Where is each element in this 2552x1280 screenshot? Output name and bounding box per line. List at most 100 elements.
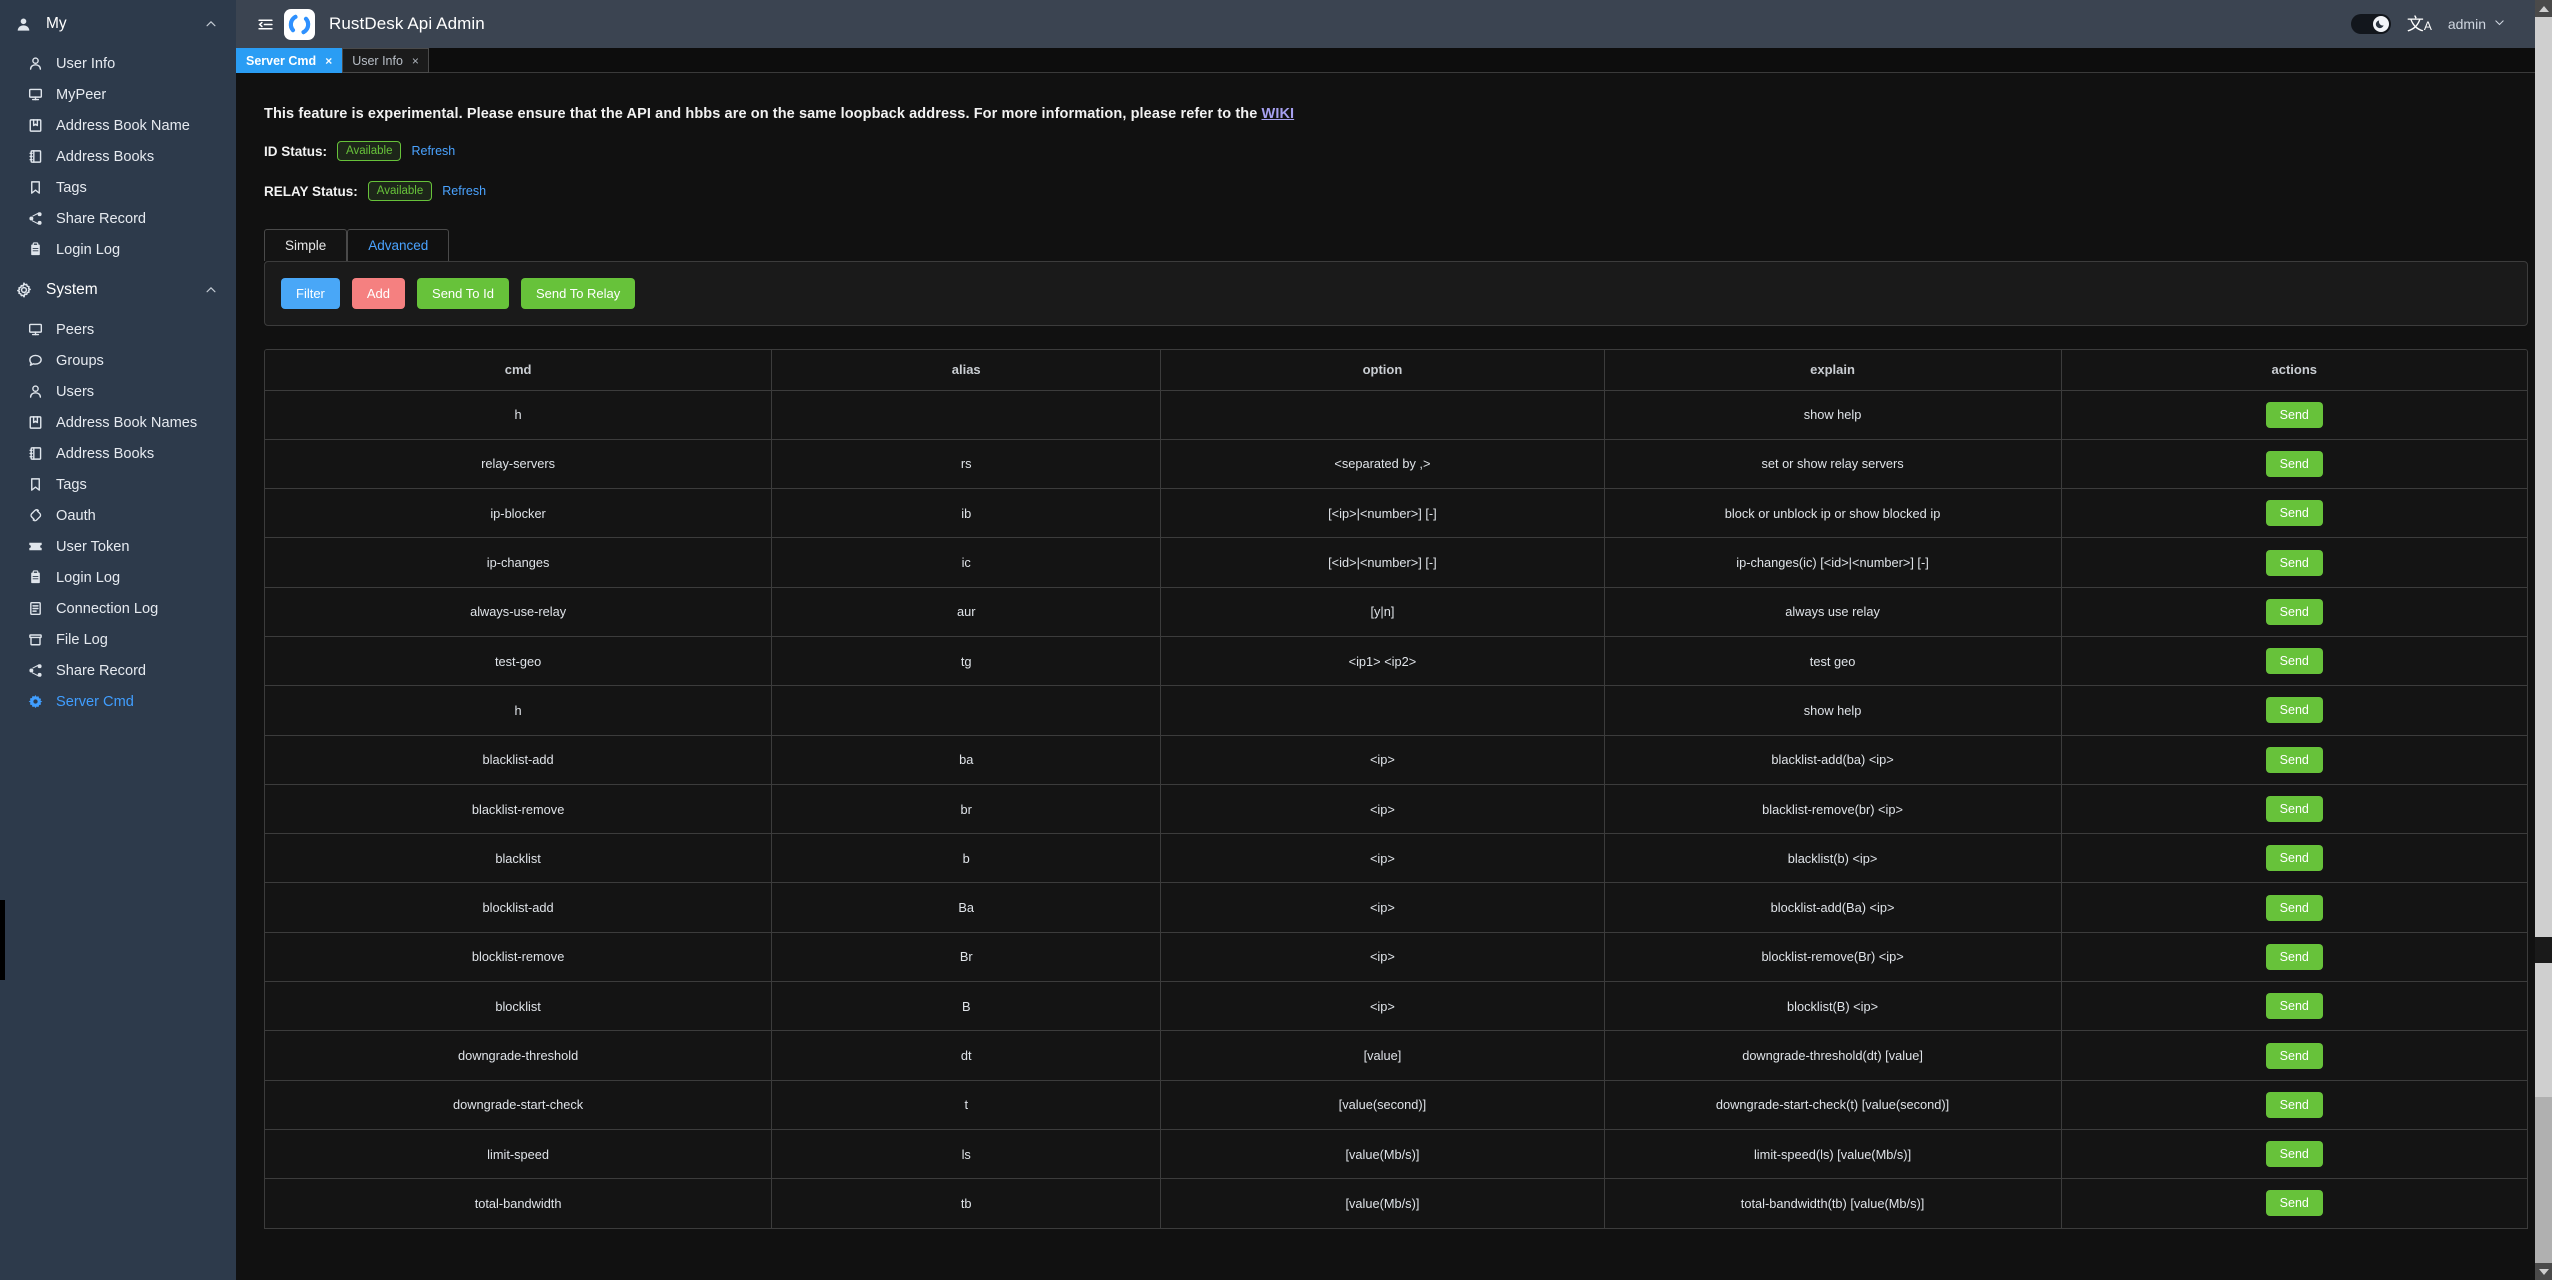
add-button[interactable]: Add	[351, 278, 406, 309]
scrollbar-thumb[interactable]	[2535, 17, 2552, 1097]
sidebar-item-user-token[interactable]: User Token	[0, 531, 236, 562]
user-icon	[28, 384, 52, 399]
sidebar-item-user-info[interactable]: User Info	[0, 48, 236, 79]
filter-button[interactable]: Filter	[281, 278, 340, 309]
sidebar-item-address-books-system[interactable]: Address Books	[0, 438, 236, 469]
cell-actions: Send	[2061, 1080, 2527, 1130]
scrollbar-grip[interactable]	[2535, 937, 2552, 963]
tab-user-info[interactable]: User Info ×	[342, 48, 429, 73]
sidebar-item-login-log[interactable]: Login Log	[0, 234, 236, 265]
send-button[interactable]: Send	[2265, 598, 2323, 625]
gear-icon	[28, 694, 52, 709]
sidebar-item-label: Share Record	[56, 210, 147, 227]
cell-cmd: relay-servers	[265, 439, 773, 490]
cell-explain: blocklist-remove(Br) <ip>	[1604, 932, 2062, 983]
page-scrollbar[interactable]	[2535, 0, 2552, 1280]
app-title: RustDesk Api Admin	[329, 14, 485, 33]
send-button[interactable]: Send	[2265, 796, 2323, 823]
sidebar-item-label: File Log	[56, 631, 108, 648]
topbar-actions: 文A admin	[2350, 14, 2552, 34]
send-button[interactable]: Send	[2265, 1141, 2323, 1168]
sidebar-item-address-books[interactable]: Address Books	[0, 141, 236, 172]
chevron-up-icon[interactable]	[204, 17, 218, 31]
sidebar-item-label: Address Books	[56, 445, 155, 462]
chevron-down-icon	[2493, 16, 2506, 32]
relay-status-refresh-button[interactable]: Refresh	[442, 184, 487, 198]
sidebar-group-my[interactable]: My	[0, 0, 236, 48]
wiki-link[interactable]: WIKI	[1261, 106, 1295, 122]
cell-option: [<id>|<number>] [-]	[1160, 537, 1605, 588]
cell-explain: blacklist-add(ba) <ip>	[1604, 735, 2062, 785]
share-icon	[28, 211, 52, 226]
sidebar-item-groups[interactable]: Groups	[0, 345, 236, 376]
document-icon	[28, 601, 52, 616]
send-button[interactable]: Send	[2265, 746, 2323, 773]
sidebar-item-mypeer[interactable]: MyPeer	[0, 79, 236, 110]
sidebar-item-connection-log[interactable]: Connection Log	[0, 593, 236, 624]
send-button[interactable]: Send	[2265, 450, 2323, 477]
scroll-down-arrow-icon[interactable]	[2535, 1263, 2552, 1280]
sidebar-item-peers[interactable]: Peers	[0, 314, 236, 345]
translate-icon[interactable]: 文A	[2406, 14, 2432, 34]
send-button[interactable]: Send	[2265, 1042, 2323, 1069]
sidebar-item-server-cmd[interactable]: Server Cmd	[0, 686, 236, 717]
hamburger-icon[interactable]	[248, 16, 282, 33]
user-menu[interactable]: admin	[2448, 16, 2506, 32]
cell-actions: Send	[2061, 439, 2527, 490]
tab-server-cmd[interactable]: Server Cmd ×	[236, 48, 343, 73]
close-icon[interactable]: ×	[411, 53, 419, 68]
close-icon[interactable]: ×	[325, 53, 333, 68]
send-to-id-button[interactable]: Send To Id	[417, 278, 509, 309]
sidebar-item-login-log-system[interactable]: Login Log	[0, 562, 236, 593]
dark-mode-toggle[interactable]	[2350, 14, 2391, 34]
sidebar-item-share-record[interactable]: Share Record	[0, 203, 236, 234]
cell-alias: aur	[771, 587, 1162, 637]
send-button[interactable]: Send	[2265, 993, 2323, 1020]
sidebar-item-oauth[interactable]: Oauth	[0, 500, 236, 531]
sidebar-item-tags[interactable]: Tags	[0, 172, 236, 203]
send-button[interactable]: Send	[2265, 549, 2323, 576]
send-button[interactable]: Send	[2265, 943, 2323, 970]
scroll-up-arrow-icon[interactable]	[2535, 0, 2552, 17]
share-icon	[28, 663, 52, 678]
sidebar-item-file-log[interactable]: File Log	[0, 624, 236, 655]
user-icon	[28, 56, 52, 71]
send-button[interactable]: Send	[2265, 401, 2323, 428]
gear-icon	[16, 282, 42, 298]
send-button[interactable]: Send	[2265, 648, 2323, 675]
sidebar-item-address-book-name[interactable]: Address Book Name	[0, 110, 236, 141]
cell-option: <ip>	[1160, 981, 1605, 1032]
send-to-relay-button[interactable]: Send To Relay	[520, 278, 636, 309]
tab-advanced[interactable]: Advanced	[347, 229, 450, 261]
cell-alias: ic	[771, 537, 1162, 588]
send-button[interactable]: Send	[2265, 500, 2323, 527]
relay-status-row: RELAY Status: Available Refresh	[260, 181, 2528, 201]
tab-label: Server Cmd	[246, 53, 317, 68]
id-status-refresh-button[interactable]: Refresh	[411, 144, 456, 158]
commands-table: cmd alias option explain actions h show h…	[265, 350, 2527, 1229]
tab-simple[interactable]: Simple	[264, 229, 348, 261]
cell-option: [value(Mb/s)]	[1160, 1178, 1605, 1229]
clipboard-icon	[28, 242, 52, 257]
chevron-up-icon[interactable]	[204, 283, 218, 297]
sidebar-scrollbar[interactable]	[0, 0, 5, 1280]
send-button[interactable]: Send	[2265, 697, 2323, 724]
content-area: This feature is experimental. Please ens…	[236, 73, 2552, 1280]
send-button[interactable]: Send	[2265, 845, 2323, 872]
cell-alias: tg	[771, 636, 1162, 687]
send-button[interactable]: Send	[2265, 1091, 2323, 1118]
tab-advanced-label: Advanced	[368, 238, 429, 253]
sidebar-item-address-book-names[interactable]: Address Book Names	[0, 407, 236, 438]
cell-explain: blacklist(b) <ip>	[1604, 833, 2062, 884]
send-button[interactable]: Send	[2265, 1190, 2323, 1217]
cell-option	[1160, 685, 1605, 736]
send-button[interactable]: Send	[2265, 894, 2323, 921]
sidebar-item-share-record-system[interactable]: Share Record	[0, 655, 236, 686]
sidebar-item-users[interactable]: Users	[0, 376, 236, 407]
sidebar-scrollbar-thumb[interactable]	[0, 900, 5, 980]
cell-explain: always use relay	[1604, 587, 2062, 637]
cell-option: <ip1> <ip2>	[1160, 636, 1605, 687]
sidebar-item-tags-system[interactable]: Tags	[0, 469, 236, 500]
sidebar-group-system[interactable]: System	[0, 266, 236, 314]
